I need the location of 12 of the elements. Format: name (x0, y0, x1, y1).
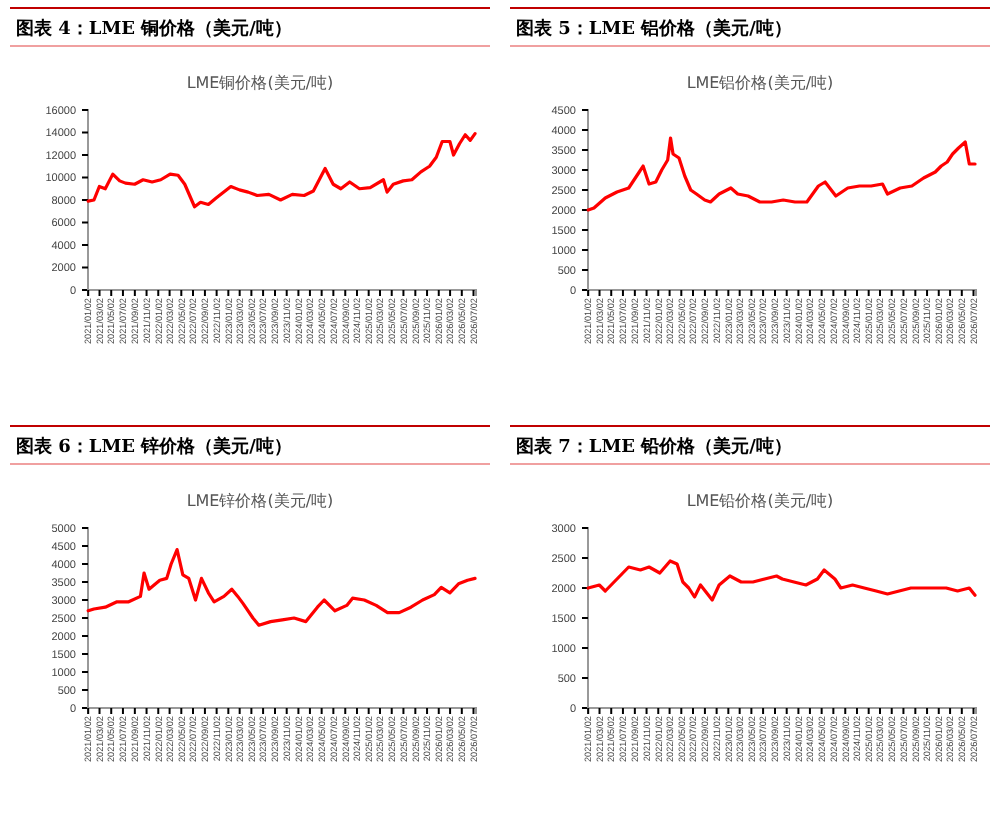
line-series (86, 132, 477, 209)
line-series (586, 136, 977, 212)
line-series (586, 559, 977, 602)
chart-subtitle: LME铜价格(美元/吨) (186, 74, 334, 92)
chart-title: 图表 6：LME 锌价格（美元/吨） (16, 436, 292, 458)
chart-subtitle: LME铝价格(美元/吨) (686, 74, 834, 92)
chart-title: 图表 5：LME 铝价格（美元/吨） (516, 18, 792, 40)
chart-subtitle: LME铅价格(美元/吨) (686, 492, 834, 510)
line-series (86, 548, 477, 627)
chart-title: 图表 7：LME 铅价格（美元/吨） (516, 436, 792, 458)
chart-subtitle: LME锌价格(美元/吨) (186, 492, 334, 510)
chart-title: 图表 4：LME 铜价格（美元/吨） (16, 18, 292, 40)
